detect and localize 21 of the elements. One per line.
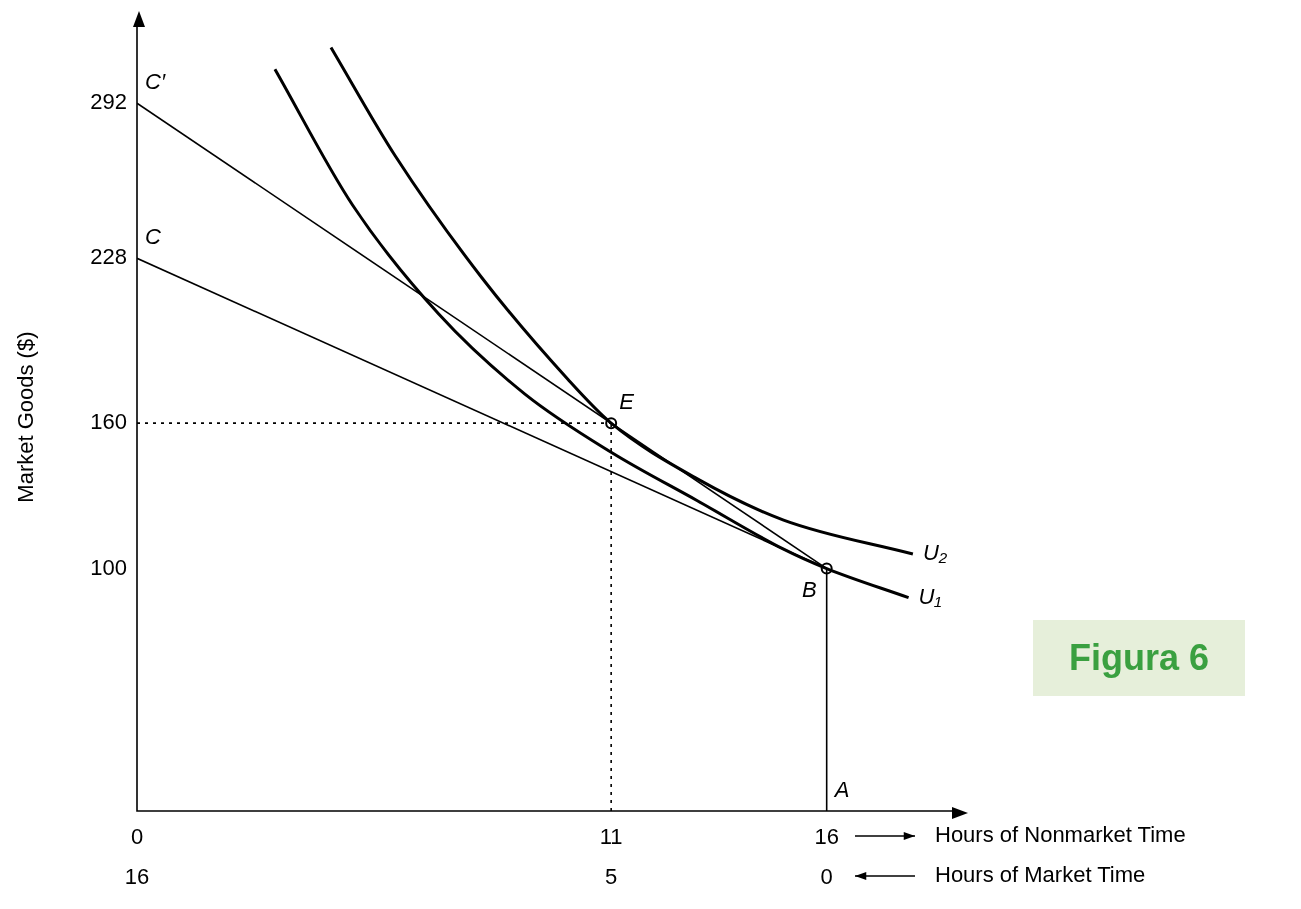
x-tick-label: 11 — [599, 824, 623, 850]
x-axis-title: Hours of Nonmarket Time — [935, 822, 1186, 848]
y-axis-title: Market Goods ($) — [13, 331, 39, 503]
y-tick-label: 292 — [90, 89, 127, 115]
annotation: C′ — [145, 69, 166, 95]
y-tick-label: 228 — [90, 244, 127, 270]
y-tick-label: 160 — [90, 409, 127, 435]
y-tick-label: 100 — [90, 554, 127, 580]
x2-tick-label: 5 — [605, 864, 618, 890]
annotation: U₂ — [922, 540, 948, 566]
x2-tick-label: 0 — [820, 864, 833, 890]
text: Figura 6 — [1033, 620, 1245, 696]
x-tick-label: 0 — [130, 824, 144, 850]
annotation: A — [832, 777, 850, 803]
annotation: E — [619, 389, 635, 415]
annotation: U₁ — [918, 583, 942, 609]
x2-tick-label: 16 — [124, 864, 150, 890]
annotation: B — [802, 576, 817, 602]
x-tick-label: 16 — [814, 824, 839, 850]
annotation: C — [145, 224, 161, 250]
x2-axis-title: Hours of Market Time — [935, 862, 1146, 888]
